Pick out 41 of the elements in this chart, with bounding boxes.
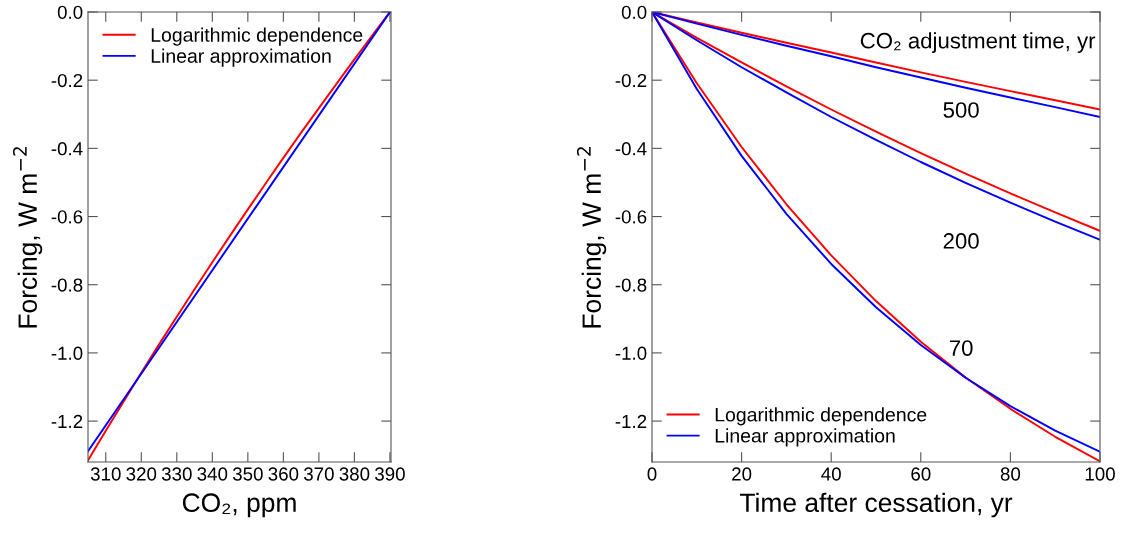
x-tick-label: 360 (268, 467, 299, 481)
y-axis-title: Forcing, W m$^{−2}$ (576, 147, 607, 328)
annotation: 200 (943, 233, 979, 249)
y-tick-label: -0.4 (51, 142, 83, 156)
y-tick-label: -0.6 (51, 210, 83, 224)
x-tick-label: 320 (126, 467, 157, 481)
x-tick-label: 380 (339, 467, 370, 481)
y-tick-label: -0.8 (51, 278, 83, 292)
x-tick-label: 60 (911, 467, 931, 481)
y-tick-label: -0.6 (615, 210, 647, 224)
annotation: 500 (943, 102, 979, 118)
y-tick-label: -1.2 (51, 414, 83, 428)
y-tick-label: -0.4 (615, 142, 647, 156)
x-tick-label: 340 (197, 467, 228, 481)
y-tick-label: -1.0 (615, 346, 647, 360)
y-tick-label: -0.8 (615, 278, 647, 292)
legend-label: Logarithmic dependence (151, 27, 363, 46)
y-tick-label: -0.2 (51, 73, 83, 88)
y-tick-label: -1.0 (51, 346, 83, 360)
x-tick-label: 80 (1000, 467, 1021, 481)
x-tick-label: 310 (90, 467, 121, 481)
annotation: CO₂ adjustment time, yr (860, 32, 1096, 53)
legend-label: Linear approximation (151, 48, 331, 67)
x-tick-label: 0 (647, 467, 657, 481)
legend-label: Logarithmic dependence (715, 407, 927, 426)
x-tick-label: 350 (232, 467, 263, 481)
y-axis-title: Forcing, W m$^{−2}$ (12, 147, 43, 328)
x-tick-label: 330 (161, 467, 192, 481)
x-tick-label: 40 (821, 467, 841, 481)
x-axis-title: CO₂, ppm (182, 493, 296, 518)
x-tick-label: 100 (1085, 467, 1115, 481)
annotation: 70 (949, 340, 973, 356)
legend-label: Linear approximation (715, 428, 895, 447)
x-axis-title: Time after cessation, yr (739, 492, 1013, 518)
x-tick-label: 20 (732, 467, 752, 481)
y-tick-label: -1.2 (615, 414, 647, 428)
x-tick-label: 390 (375, 467, 405, 481)
y-tick-label: -0.2 (615, 73, 647, 88)
x-tick-label: 370 (303, 467, 334, 481)
y-tick-label: 0.0 (57, 5, 83, 19)
y-tick-label: 0.0 (621, 5, 647, 19)
